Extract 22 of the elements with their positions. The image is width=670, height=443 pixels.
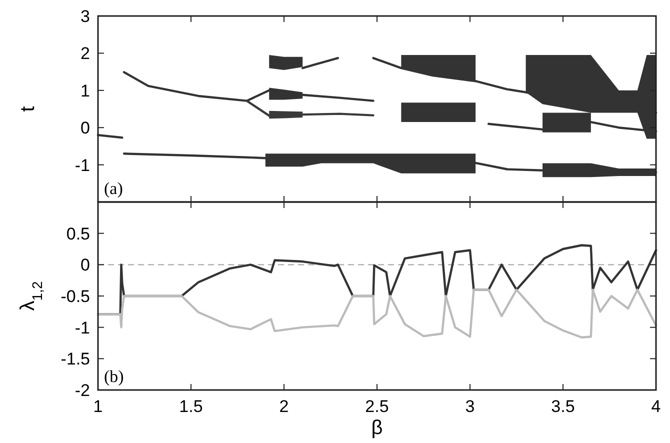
y-tick-label: 2 [80, 44, 90, 64]
x-tick-label: 2 [279, 397, 289, 416]
y-tick-label: -1 [74, 318, 90, 338]
x-axis-title: β [371, 417, 383, 439]
y-tick-label: 0 [80, 256, 90, 275]
y-tick-label: 0 [80, 118, 90, 138]
y-tick-label: -1 [74, 156, 90, 175]
annotation: (a) [104, 179, 123, 198]
x-tick-label: 1.5 [179, 397, 203, 416]
y-axis-title: t [17, 106, 39, 112]
y-tick-label: 3 [80, 6, 90, 26]
x-tick-label: 3.5 [551, 397, 575, 416]
x-tick-label: 1 [93, 397, 103, 416]
x-tick-label: 2.5 [365, 397, 389, 416]
y-tick-label: -2 [74, 380, 90, 400]
y-tick-label: 0.5 [66, 224, 90, 244]
x-tick-label: 4 [651, 397, 661, 416]
annotation: (b) [104, 367, 124, 386]
y-tick-label: -0.5 [60, 286, 90, 306]
y-tick-label: 1 [80, 81, 90, 100]
y-tick-label: -1.5 [60, 350, 90, 369]
x-tick-label: 3 [465, 397, 475, 416]
